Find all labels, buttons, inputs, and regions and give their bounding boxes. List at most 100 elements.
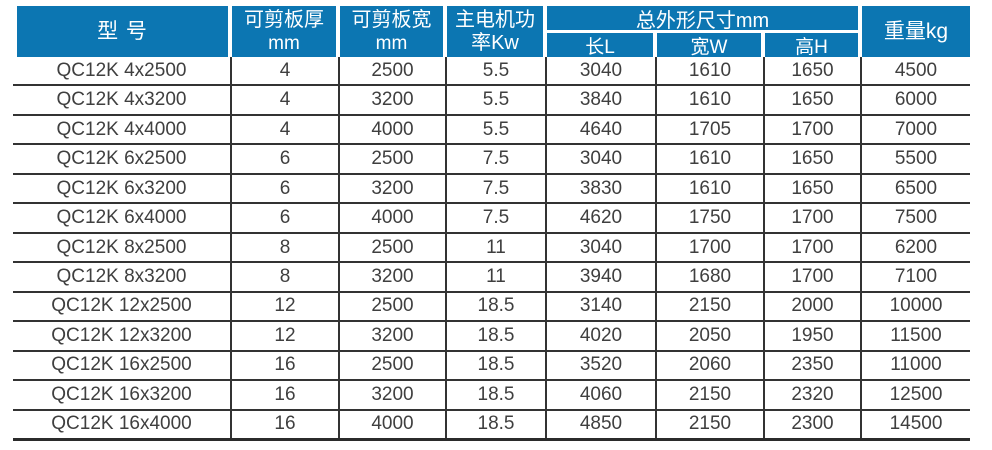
- cell-motor-power: 7.5: [445, 174, 545, 203]
- cell-model: QC12K 16x2500: [51, 354, 192, 376]
- table-row: QC12K 16x2500 16 2500 18.5 3520 2060 235…: [13, 351, 970, 382]
- header-dimensions-group: 总外形尺寸mm 长L 宽W 高H: [547, 6, 858, 58]
- cell-thickness: 4: [230, 57, 338, 85]
- cell-model: QC12K 16x3200: [51, 383, 192, 405]
- cell-length: 3840: [545, 86, 655, 114]
- cell-plate-width: 3200: [338, 86, 445, 114]
- cell-motor-power: 5.5: [445, 57, 545, 85]
- header-plate-width-line2: mm: [375, 32, 408, 54]
- cell-motor-power: 11: [445, 263, 545, 291]
- cell-motor-power: 18.5: [445, 292, 545, 321]
- cell-thickness: 12: [230, 292, 338, 321]
- cell-motor-power: 11: [445, 233, 545, 262]
- cell-weight: 11500: [860, 322, 970, 350]
- cell-height: 1700: [763, 263, 860, 291]
- cell-weight: 6200: [860, 233, 970, 262]
- cell-height: 2000: [763, 292, 860, 321]
- header-dim-width: 宽W: [657, 33, 761, 58]
- cell-dim-width: 1750: [655, 204, 763, 232]
- cell-thickness: 4: [230, 86, 338, 114]
- cell-model: QC12K 4x4000: [56, 118, 187, 140]
- cell-length: 4850: [545, 410, 655, 439]
- cell-height: 1650: [763, 174, 860, 203]
- table-row: QC12K 4x3200 4 3200 5.5 3840 1610 1650 6…: [13, 86, 970, 116]
- cell-plate-width: 4000: [338, 204, 445, 232]
- cell-length: 3520: [545, 351, 655, 380]
- cell-plate-width: 4000: [338, 115, 445, 144]
- header-model: 型 号: [17, 6, 228, 57]
- table-row: QC12K 16x3200 16 3200 18.5 4060 2150 232…: [13, 381, 970, 411]
- cell-model: QC12K 6x3200: [56, 177, 187, 199]
- cell-height: 2350: [763, 351, 860, 380]
- cell-thickness: 6: [230, 204, 338, 232]
- cell-height: 1650: [763, 86, 860, 114]
- cell-weight: 11000: [860, 351, 970, 380]
- cell-plate-width: 3200: [338, 381, 445, 409]
- cell-plate-width: 3200: [338, 174, 445, 203]
- table-row: QC12K 16x4000 16 4000 18.5 4850 2150 230…: [13, 410, 970, 442]
- cell-plate-width: 3200: [338, 322, 445, 350]
- table-row: QC12K 12x3200 12 3200 18.5 4020 2050 195…: [13, 322, 970, 352]
- cell-length: 3140: [545, 292, 655, 321]
- cell-dim-width: 1610: [655, 174, 763, 203]
- cell-motor-power: 7.5: [445, 145, 545, 173]
- cell-model: QC12K 12x2500: [51, 295, 192, 317]
- cell-motor-power: 18.5: [445, 351, 545, 380]
- cell-motor-power: 18.5: [445, 322, 545, 350]
- cell-length: 3940: [545, 263, 655, 291]
- header-dimensions-title: 总外形尺寸mm: [547, 6, 858, 32]
- cell-model: QC12K 8x3200: [56, 266, 187, 288]
- cell-plate-width: 2500: [338, 292, 445, 321]
- table-row: QC12K 4x4000 4 4000 5.5 4640 1705 1700 7…: [13, 115, 970, 146]
- cell-weight: 14500: [860, 410, 970, 439]
- header-plate-width-line1: 可剪板宽: [351, 8, 432, 31]
- cell-model: QC12K 8x2500: [56, 236, 187, 258]
- cell-dim-width: 2060: [655, 351, 763, 380]
- header-weight: 重量kg: [862, 6, 970, 57]
- cell-dim-width: 2050: [655, 322, 763, 350]
- cell-height: 1700: [763, 204, 860, 232]
- table-row: QC12K 4x2500 4 2500 5.5 3040 1610 1650 4…: [13, 57, 970, 87]
- table-row: QC12K 6x2500 6 2500 7.5 3040 1610 1650 5…: [13, 145, 970, 175]
- cell-weight: 5500: [860, 145, 970, 173]
- header-dim-length: 长L: [547, 33, 653, 58]
- cell-model: QC12K 12x3200: [51, 324, 192, 346]
- cell-thickness: 12: [230, 322, 338, 350]
- cell-length: 4640: [545, 115, 655, 144]
- cell-weight: 6000: [860, 86, 970, 114]
- cell-height: 1700: [763, 233, 860, 262]
- cell-model: QC12K 6x2500: [56, 148, 187, 170]
- cell-thickness: 4: [230, 115, 338, 144]
- cell-model: QC12K 6x4000: [56, 207, 187, 229]
- cell-weight: 7000: [860, 115, 970, 144]
- cell-plate-width: 2500: [338, 351, 445, 380]
- cell-height: 1950: [763, 322, 860, 350]
- cell-length: 3040: [545, 57, 655, 85]
- cell-weight: 10000: [860, 292, 970, 321]
- table-row: QC12K 8x2500 8 2500 11 3040 1700 1700 62…: [13, 233, 970, 264]
- cell-thickness: 16: [230, 351, 338, 380]
- cell-motor-power: 5.5: [445, 115, 545, 144]
- header-model-label: 型 号: [97, 20, 148, 43]
- cell-length: 4060: [545, 381, 655, 409]
- header-motor-power: 主电机功 率Kw: [447, 6, 543, 57]
- cell-model: QC12K 4x2500: [56, 59, 187, 81]
- cell-plate-width: 4000: [338, 410, 445, 439]
- cell-motor-power: 5.5: [445, 86, 545, 114]
- cell-dim-width: 1700: [655, 233, 763, 262]
- cell-length: 4620: [545, 204, 655, 232]
- cell-length: 3830: [545, 174, 655, 203]
- cell-motor-power: 18.5: [445, 410, 545, 439]
- cell-height: 1650: [763, 57, 860, 85]
- cell-length: 3040: [545, 233, 655, 262]
- cell-length: 3040: [545, 145, 655, 173]
- cell-height: 2300: [763, 410, 860, 439]
- header-motor-power-line2: 率Kw: [471, 31, 519, 54]
- table-row: QC12K 12x2500 12 2500 18.5 3140 2150 200…: [13, 292, 970, 323]
- header-weight-label: 重量kg: [883, 20, 949, 43]
- cell-weight: 7100: [860, 263, 970, 291]
- cell-thickness: 6: [230, 145, 338, 173]
- cell-dim-width: 1680: [655, 263, 763, 291]
- cell-weight: 4500: [860, 57, 970, 85]
- header-motor-power-line1: 主电机功: [455, 8, 535, 31]
